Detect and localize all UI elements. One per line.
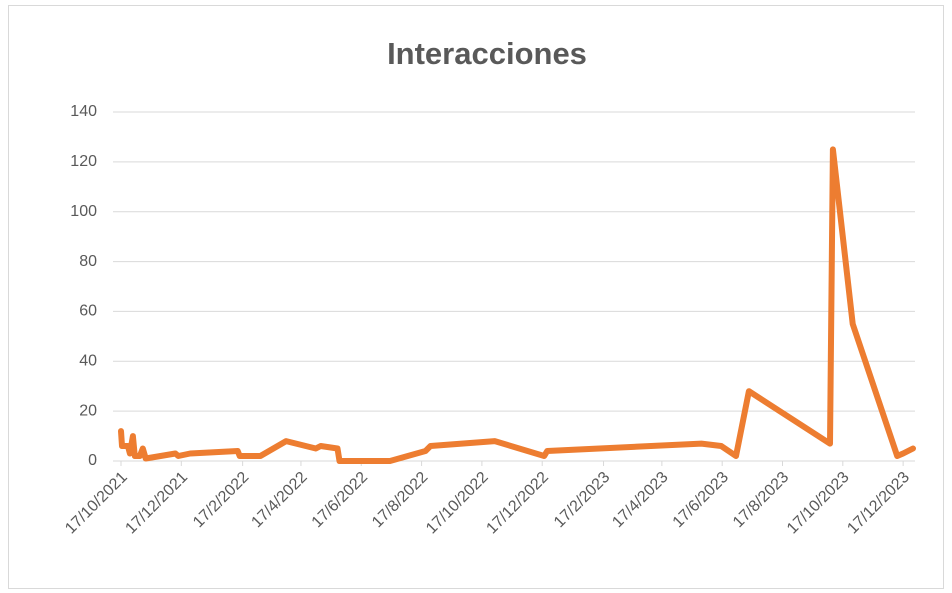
y-tick-label: 140 xyxy=(70,103,97,120)
y-tick-label: 80 xyxy=(79,253,97,270)
chart-frame xyxy=(8,5,944,589)
y-tick-label: 20 xyxy=(79,402,97,419)
y-tick-label: 0 xyxy=(88,452,97,469)
y-tick-label: 60 xyxy=(79,303,97,320)
data-line xyxy=(118,146,916,464)
y-tick-label: 100 xyxy=(70,203,97,220)
chart-title: Interacciones xyxy=(387,36,587,71)
y-tick-label: 120 xyxy=(70,153,97,170)
y-tick-label: 40 xyxy=(79,353,97,370)
